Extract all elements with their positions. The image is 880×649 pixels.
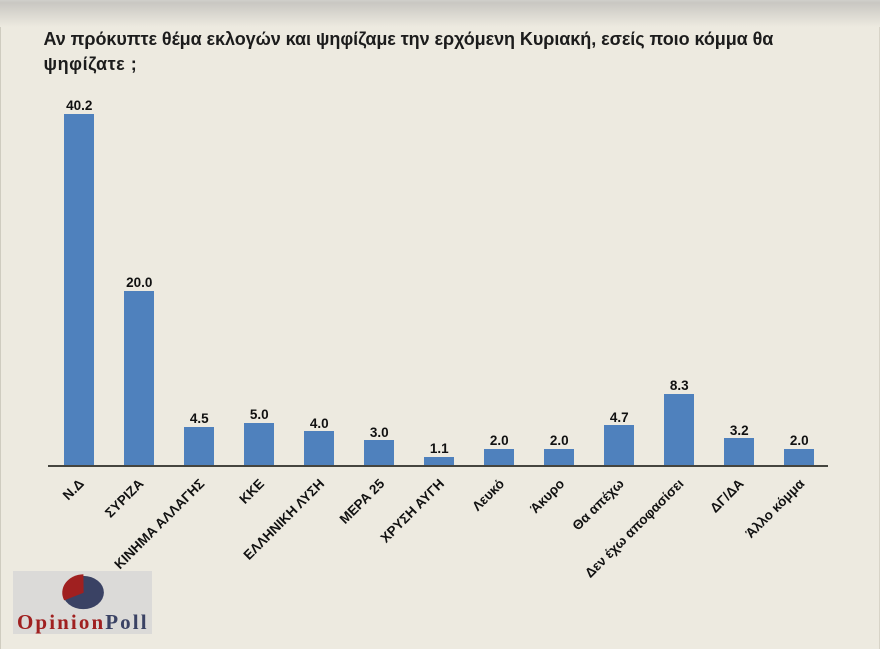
svg-text:OpinionPoll: OpinionPoll [17,610,149,634]
